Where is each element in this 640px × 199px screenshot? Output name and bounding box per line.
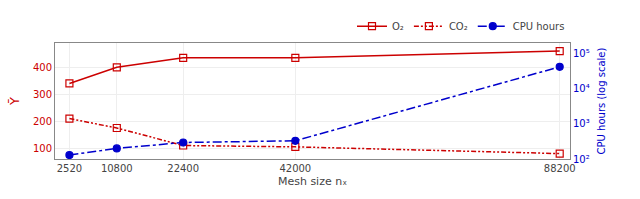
svg-text:100: 100 <box>33 143 52 154</box>
svg-text:Ȳ: Ȳ <box>7 97 22 106</box>
svg-text:400: 400 <box>33 62 52 73</box>
svg-text:200: 200 <box>33 116 52 127</box>
svg-text:10⁴: 10⁴ <box>573 83 590 94</box>
svg-text:88200: 88200 <box>544 163 576 174</box>
svg-text:CO₂: CO₂ <box>449 21 468 32</box>
svg-text:10⁵: 10⁵ <box>573 48 590 59</box>
svg-text:O₂: O₂ <box>392 21 404 32</box>
svg-text:CPU hours (log scale): CPU hours (log scale) <box>596 48 607 155</box>
svg-text:10³: 10³ <box>573 118 590 129</box>
svg-text:300: 300 <box>33 89 52 100</box>
svg-text:10²: 10² <box>573 154 590 165</box>
svg-text:CPU hours: CPU hours <box>513 21 565 32</box>
svg-text:10800: 10800 <box>101 163 133 174</box>
svg-text:22400: 22400 <box>167 163 199 174</box>
svg-text:Mesh size nₓ: Mesh size nₓ <box>278 175 347 188</box>
svg-text:42000: 42000 <box>279 163 311 174</box>
svg-text:2520: 2520 <box>57 163 82 174</box>
